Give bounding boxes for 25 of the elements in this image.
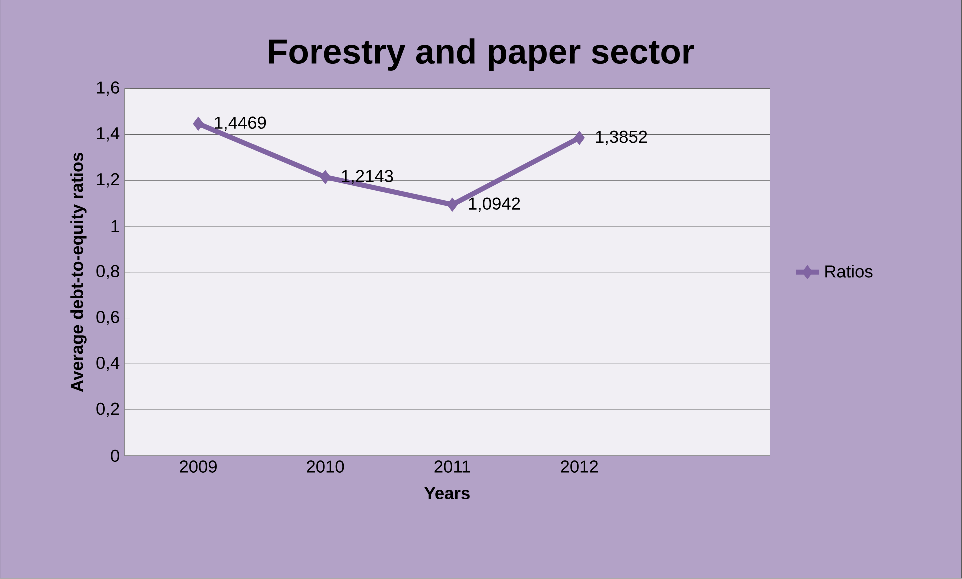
point	[193, 117, 204, 132]
y-axis-title: Average debt-to-equity ratios	[70, 153, 87, 392]
point	[447, 198, 458, 212]
y-tick-label: 1,6	[97, 82, 120, 96]
x-tick-label: 2012	[561, 460, 598, 474]
data-label: 1,3852	[596, 131, 648, 146]
y-tick-label: 0,6	[96, 311, 120, 326]
data-label: 1,0942	[469, 198, 520, 212]
x-tick-label: 2010	[307, 460, 344, 474]
x-tick-label: 2011	[434, 460, 470, 474]
x-tick-label: 2009	[180, 460, 217, 474]
y-tick-label: 0,8	[96, 265, 120, 280]
chart-title: Forestry and paper sector	[269, 38, 694, 72]
y-tick-label: 0,4	[96, 357, 120, 372]
y-tick-label: 1,4	[97, 128, 120, 142]
point	[574, 131, 585, 146]
y-tick-label: 0,2	[96, 403, 120, 418]
y-tick-label: 1,2	[97, 174, 120, 188]
data-label: 1,4469	[215, 116, 266, 132]
point	[320, 170, 331, 184]
data-label: 1,2143	[342, 170, 394, 185]
y-tick-label: 0	[111, 450, 120, 462]
legend-label: Ratios	[826, 265, 873, 278]
x-axis-title: Years	[424, 488, 470, 500]
y-tick-label: 1	[112, 220, 120, 233]
